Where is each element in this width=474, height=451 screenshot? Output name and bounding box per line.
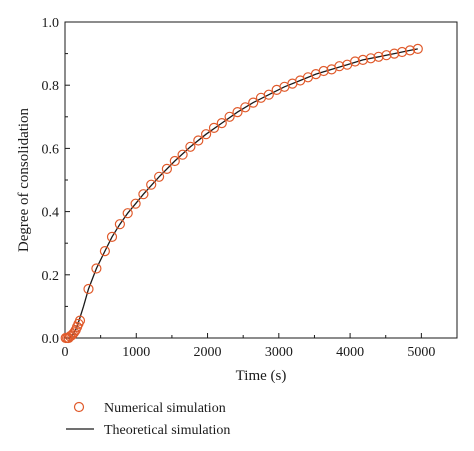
data-point [208, 122, 220, 134]
x-tick-label: 5000 [407, 345, 435, 360]
data-point [381, 50, 392, 61]
data-point [130, 198, 141, 209]
legend: Numerical simulation Theoretical simulat… [66, 401, 230, 438]
data-point [412, 43, 423, 55]
x-tick-label: 2000 [194, 345, 222, 360]
x-tick-label: 1000 [122, 345, 150, 360]
data-point [201, 129, 212, 140]
y-tick-label: 0.0 [42, 332, 60, 347]
legend-label-numerical: Numerical simulation [104, 401, 226, 416]
data-point [106, 231, 118, 242]
data-point [185, 141, 196, 152]
x-tick-label: 4000 [336, 345, 364, 360]
data-point [146, 179, 157, 190]
y-tick-label: 0.6 [42, 142, 60, 157]
plot-frame [64, 21, 458, 339]
data-point [334, 61, 345, 72]
x-axis-ticks: 0 1000 2000 3000 4000 5000 [62, 333, 435, 360]
data-point [83, 283, 94, 295]
data-point [74, 315, 86, 326]
data-point [193, 135, 204, 146]
data-point [357, 54, 368, 66]
legend-marker-numerical [73, 401, 85, 413]
data-point [350, 56, 361, 67]
data-point [154, 171, 165, 182]
data-point [161, 163, 172, 174]
data-point [99, 246, 111, 257]
data-point [224, 111, 235, 122]
data-point [232, 106, 243, 118]
data-point [138, 189, 149, 200]
data-point [122, 208, 133, 219]
data-point [216, 117, 227, 129]
series-points-numerical [60, 43, 423, 344]
x-tick-label: 0 [62, 345, 69, 360]
data-point [389, 48, 400, 59]
y-tick-label: 0.4 [42, 206, 60, 221]
data-point [169, 155, 180, 167]
data-point [263, 89, 274, 100]
y-axis-ticks: 0.0 0.2 0.4 0.6 0.8 1.0 [42, 16, 70, 347]
series-line-theoretical [65, 48, 418, 339]
data-point [91, 263, 102, 274]
data-point [397, 46, 408, 58]
x-tick-label: 3000 [265, 345, 293, 360]
legend-label-theoretical: Theoretical simulation [104, 423, 230, 438]
data-point [69, 327, 80, 338]
data-point [318, 65, 329, 77]
data-point [240, 102, 251, 113]
y-axis-title: Degree of consolidation [16, 107, 32, 252]
data-point [177, 149, 188, 160]
data-point [365, 53, 376, 64]
y-tick-label: 1.0 [42, 16, 60, 31]
data-point [373, 51, 384, 62]
data-point [114, 219, 126, 230]
x-axis-title: Time (s) [236, 368, 287, 384]
data-point [404, 45, 416, 56]
y-tick-label: 0.2 [42, 269, 60, 284]
data-point [248, 97, 259, 108]
y-tick-label: 0.8 [42, 79, 60, 94]
